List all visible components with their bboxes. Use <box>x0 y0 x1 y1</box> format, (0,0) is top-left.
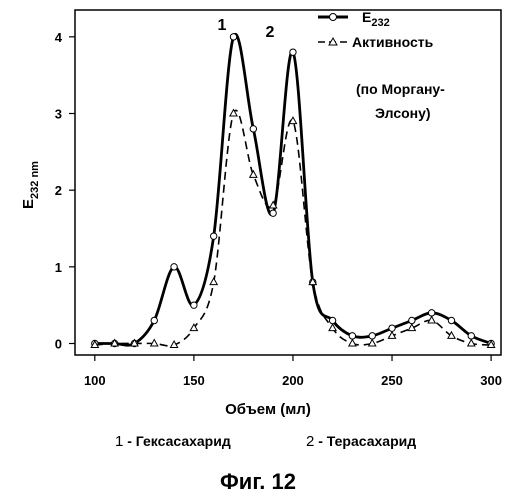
data-point-e232-3 <box>151 317 157 323</box>
y-axis-title-sub: 232 nm <box>29 161 41 199</box>
y-tick-label-1: 1 <box>55 260 62 275</box>
data-point-e232-9 <box>270 210 276 216</box>
x-axis-ticks: 100 150 200 250 300 <box>84 355 502 388</box>
data-point-e232-17 <box>428 310 434 316</box>
data-point-e232-4 <box>171 264 177 270</box>
caption-item-1-num: 1 <box>115 433 123 450</box>
caption-item-1-text: - Гексасахарид <box>123 433 230 449</box>
peak-label-2: 2 <box>266 24 275 41</box>
data-point-e232-10 <box>290 49 296 55</box>
y-tick-label-4: 4 <box>55 30 63 45</box>
legend-label-e232: E232 <box>362 9 390 29</box>
y-axis-ticks: 0 1 2 3 4 <box>55 30 75 352</box>
data-point-e232-12 <box>329 317 335 323</box>
x-tick-label-250: 250 <box>381 373 403 388</box>
y-axis-title: E232 nm <box>20 161 41 209</box>
data-point-e232-15 <box>389 325 395 331</box>
y-tick-label-2: 2 <box>55 183 62 198</box>
data-point-e232-18 <box>448 317 454 323</box>
data-point-e232-19 <box>468 333 474 339</box>
data-point-e232-6 <box>210 233 216 239</box>
data-point-e232-14 <box>369 333 375 339</box>
data-point-e232-16 <box>409 317 415 323</box>
data-point-activity-6 <box>210 278 217 285</box>
x-tick-label-300: 300 <box>480 373 502 388</box>
data-point-e232-13 <box>349 333 355 339</box>
data-point-activity-19 <box>468 340 475 347</box>
figure-label: Фиг. 12 <box>220 469 296 494</box>
x-axis-title: Объем (мл) <box>225 401 311 418</box>
legend-label-e232-main: E <box>362 9 371 25</box>
data-point-e232-7 <box>230 34 236 40</box>
y-axis-title-main: E <box>20 199 37 209</box>
data-point-e232-8 <box>250 126 256 132</box>
data-point-activity-14 <box>369 340 376 347</box>
y-tick-label-3: 3 <box>55 107 62 122</box>
legend: E232 Активность <box>318 9 434 50</box>
x-tick-label-100: 100 <box>84 373 106 388</box>
method-note-line2: Элсону) <box>375 105 431 121</box>
legend-label-activity: Активность <box>352 34 434 50</box>
caption-item-1: 1 - Гексасахарид <box>115 433 231 450</box>
data-point-activity-13 <box>349 340 356 347</box>
x-tick-label-150: 150 <box>183 373 205 388</box>
method-note-line1: (по Моргану- <box>356 81 445 97</box>
legend-marker-e232 <box>330 14 337 21</box>
caption-item-2-num: 2 <box>306 433 314 450</box>
caption-item-2-text: - Терасахарид <box>314 433 416 449</box>
x-tick-label-200: 200 <box>282 373 304 388</box>
legend-label-e232-sub: 232 <box>371 17 389 29</box>
data-point-activity-8 <box>250 171 257 178</box>
caption-item-2: 2 - Терасахарид <box>306 433 416 450</box>
peak-label-1: 1 <box>218 17 227 34</box>
data-point-e232-5 <box>191 302 197 308</box>
y-tick-label-0: 0 <box>55 337 62 352</box>
